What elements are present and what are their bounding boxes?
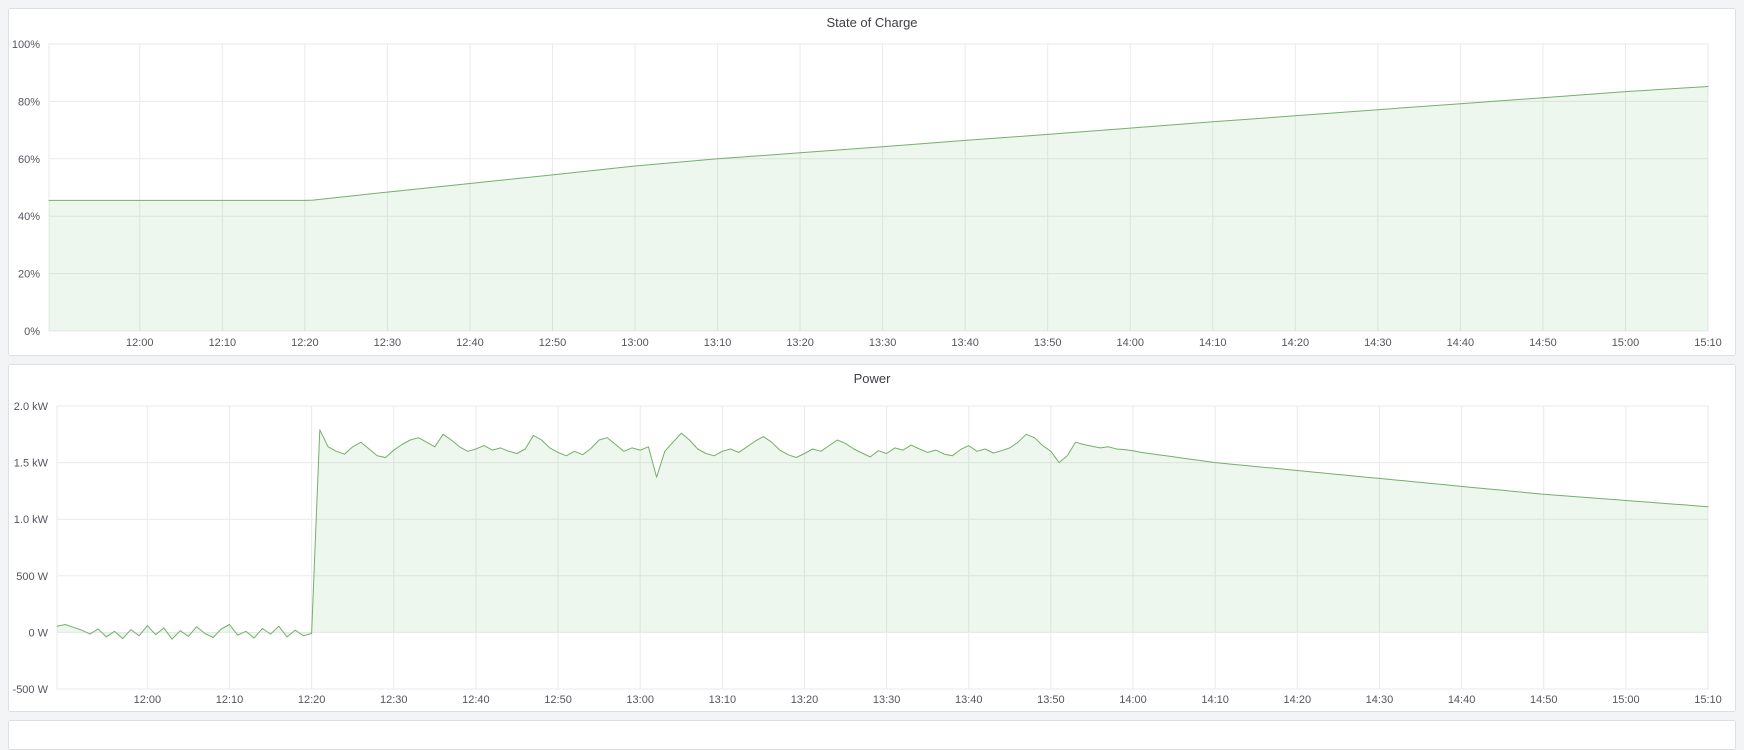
plot-border bbox=[48, 43, 1709, 332]
x-tick-label: 12:00 bbox=[134, 694, 162, 706]
x-tick-label: 13:00 bbox=[626, 694, 654, 706]
x-tick-label: 13:20 bbox=[786, 337, 814, 349]
power-panel-title[interactable]: Power bbox=[853, 371, 891, 386]
y-tick-label: 40% bbox=[18, 211, 40, 223]
x-tick-label: 14:30 bbox=[1366, 694, 1394, 706]
y-tick-label: 100% bbox=[12, 39, 40, 51]
x-tick-label: 14:40 bbox=[1447, 337, 1475, 349]
x-tick-label: 13:10 bbox=[704, 337, 732, 349]
y-tick-label: 1.0 kW bbox=[14, 514, 49, 526]
next-panel-partial bbox=[8, 720, 1736, 750]
x-tick-label: 14:10 bbox=[1201, 694, 1229, 706]
x-tick-label: 13:30 bbox=[869, 337, 897, 349]
x-tick-label: 12:40 bbox=[456, 337, 484, 349]
x-tick-label: 13:50 bbox=[1034, 337, 1062, 349]
x-tick-label: 12:20 bbox=[298, 694, 326, 706]
x-tick-label: 14:20 bbox=[1282, 337, 1310, 349]
y-tick-label: 20% bbox=[18, 269, 40, 281]
x-tick-label: 14:40 bbox=[1448, 694, 1476, 706]
x-tick-label: 14:20 bbox=[1284, 694, 1312, 706]
x-tick-label: 13:30 bbox=[873, 694, 901, 706]
x-tick-label: 13:40 bbox=[951, 337, 979, 349]
y-tick-label: 2.0 kW bbox=[14, 401, 49, 413]
x-tick-label: 12:20 bbox=[291, 337, 319, 349]
y-tick-label: 80% bbox=[18, 96, 40, 108]
x-tick-label: 14:30 bbox=[1364, 337, 1392, 349]
x-tick-label: 14:00 bbox=[1119, 694, 1147, 706]
x-tick-label: 14:10 bbox=[1199, 337, 1227, 349]
x-tick-label: 15:10 bbox=[1694, 337, 1722, 349]
x-tick-label: 13:00 bbox=[621, 337, 649, 349]
y-tick-label: 0% bbox=[24, 326, 40, 338]
soc-chart-canvas[interactable]: 0% 20% 40% 60% 80% 100% 12:00 12:10 12:20 12:30 12… bbox=[9, 9, 1735, 355]
x-tick-label: 12:50 bbox=[544, 694, 572, 706]
x-tick-label: 12:10 bbox=[209, 337, 237, 349]
x-tick-label: 13:50 bbox=[1037, 694, 1065, 706]
x-tick-label: 14:50 bbox=[1529, 337, 1557, 349]
soc-panel: State of Charge 0% 20% 40% 60% 80% 100% 12:00 1… bbox=[8, 8, 1736, 356]
power-chart-canvas[interactable]: -500 W 0 W 500 W 1.0 kW 1.5 kW 2.0 kW 12:00 12:… bbox=[9, 365, 1735, 711]
power-panel: Power -500 W 0 W 500 W 1.0 kW 1.5 kW 2.0 kW 12… bbox=[8, 364, 1736, 712]
x-tick-label: 14:50 bbox=[1530, 694, 1558, 706]
x-tick-label: 13:10 bbox=[709, 694, 737, 706]
x-tick-label: 12:40 bbox=[462, 694, 490, 706]
x-tick-label: 15:10 bbox=[1694, 694, 1722, 706]
y-tick-label: 60% bbox=[18, 154, 40, 166]
x-tick-label: 15:00 bbox=[1612, 694, 1640, 706]
x-tick-label: 12:50 bbox=[539, 337, 567, 349]
x-tick-label: 13:20 bbox=[791, 694, 819, 706]
series-area bbox=[57, 429, 1708, 640]
y-tick-label: 500 W bbox=[16, 571, 48, 583]
y-tick-label: 1.5 kW bbox=[14, 458, 49, 470]
x-tick-label: 12:30 bbox=[380, 694, 408, 706]
x-tick-label: 14:00 bbox=[1116, 337, 1144, 349]
y-tick-label: -500 W bbox=[13, 684, 49, 696]
series-line bbox=[56, 429, 1709, 640]
series-line bbox=[48, 86, 1709, 201]
x-tick-label: 13:40 bbox=[955, 694, 983, 706]
x-tick-label: 12:30 bbox=[374, 337, 402, 349]
x-tick-label: 15:00 bbox=[1612, 337, 1640, 349]
y-tick-label: 0 W bbox=[28, 627, 48, 639]
x-tick-label: 12:00 bbox=[126, 337, 154, 349]
plot-border bbox=[56, 405, 1709, 690]
soc-panel-title[interactable]: State of Charge bbox=[826, 15, 918, 30]
x-tick-label: 12:10 bbox=[216, 694, 244, 706]
series-area bbox=[49, 86, 1708, 331]
